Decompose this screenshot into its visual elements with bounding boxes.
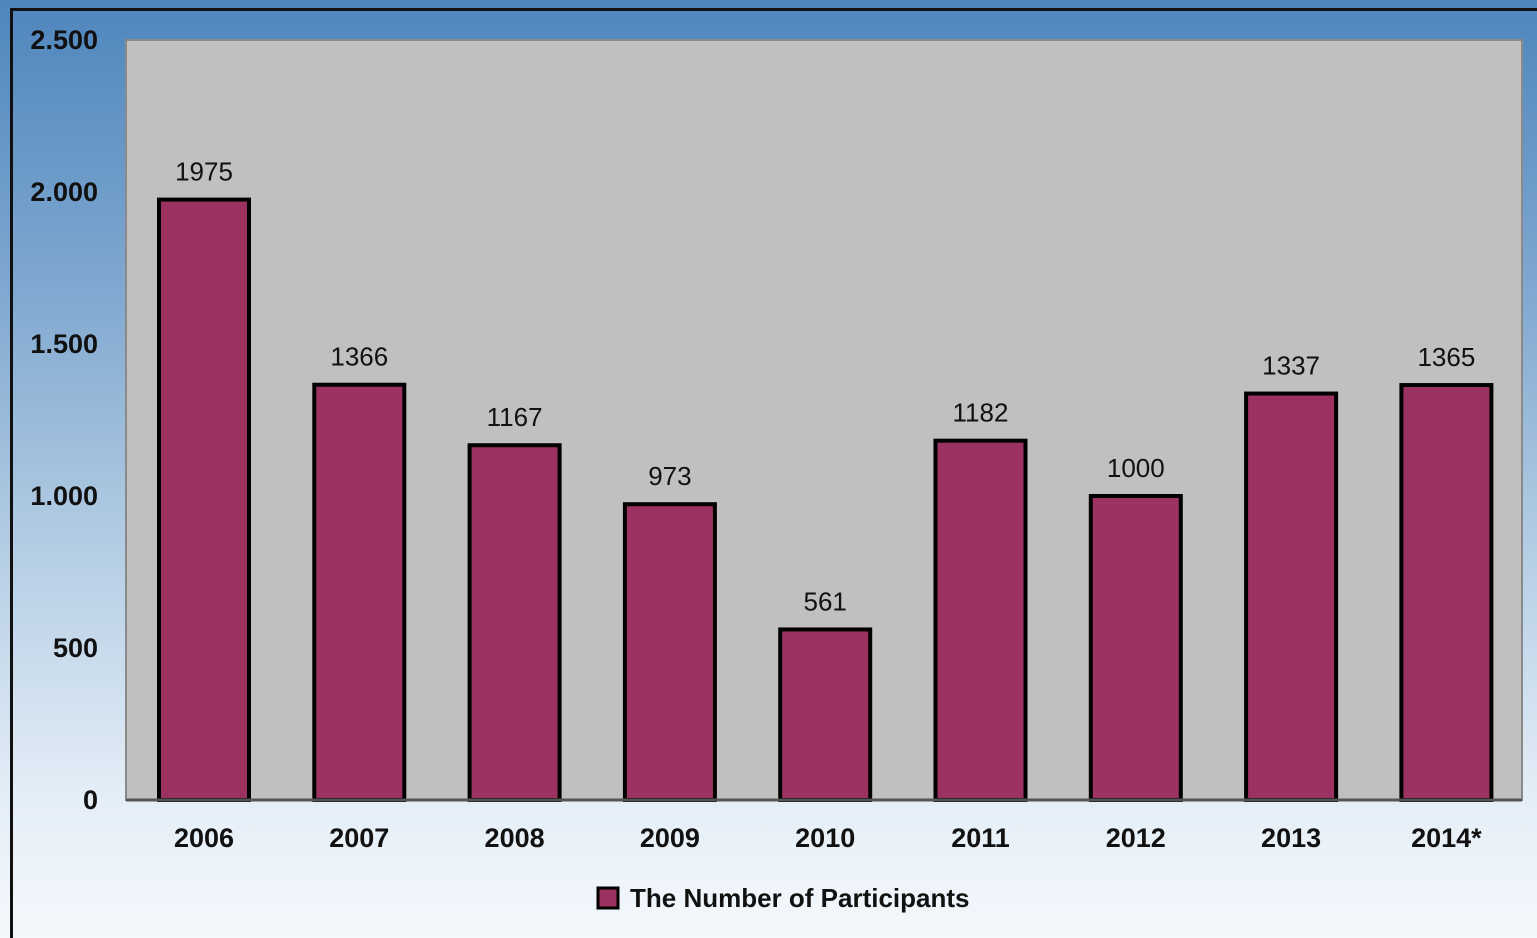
data-label: 1000 [1107, 453, 1165, 483]
x-tick-label: 2008 [485, 823, 545, 853]
x-tick-label: 2014* [1411, 823, 1482, 853]
legend-swatch [596, 886, 620, 910]
x-tick-label: 2010 [795, 823, 855, 853]
bar-2014 [1399, 383, 1494, 802]
bar-2010 [778, 627, 873, 802]
bar-2013 [1244, 391, 1339, 802]
y-tick-label: 0 [83, 785, 98, 815]
y-tick-label: 2.500 [30, 25, 98, 55]
y-tick-label: 2.000 [30, 177, 98, 207]
data-label: 1975 [175, 157, 233, 187]
data-label: 1167 [487, 402, 543, 432]
x-tick-label: 2011 [951, 823, 1010, 853]
bar-2011 [933, 438, 1028, 802]
data-label: 1182 [953, 398, 1009, 428]
x-tick-label: 2009 [640, 823, 700, 853]
data-label: 561 [804, 586, 847, 616]
data-label: 1366 [330, 342, 388, 372]
y-tick-label: 500 [53, 633, 98, 663]
y-axis-ticks: 0 500 1.000 1.500 2.000 2.500 [30, 25, 98, 815]
x-tick-label: 2012 [1106, 823, 1166, 853]
legend: The Number of Participants [596, 883, 970, 913]
bar-2007 [312, 382, 407, 802]
bars [157, 197, 1494, 803]
x-tick-label: 2007 [329, 823, 389, 853]
y-tick-label: 1.000 [30, 481, 98, 511]
bar-2008 [467, 443, 562, 802]
bar-2009 [622, 502, 717, 802]
data-labels: 1975 1366 1167 973 561 1182 1000 1337 1365 [175, 157, 1475, 617]
legend-label: The Number of Participants [630, 883, 970, 913]
data-label: 1337 [1262, 351, 1320, 381]
x-axis-labels: 2006 2007 2008 2009 2010 2011 2012 2013 2014* [174, 823, 1482, 853]
chart-frame [10, 8, 1537, 938]
y-tick-label: 1.500 [30, 329, 98, 359]
x-tick-label: 2006 [174, 823, 234, 853]
data-label: 973 [648, 461, 691, 491]
data-label: 1365 [1417, 342, 1475, 372]
x-tick-label: 2013 [1261, 823, 1321, 853]
bar-2012 [1088, 494, 1183, 802]
bar-2006 [157, 197, 251, 803]
